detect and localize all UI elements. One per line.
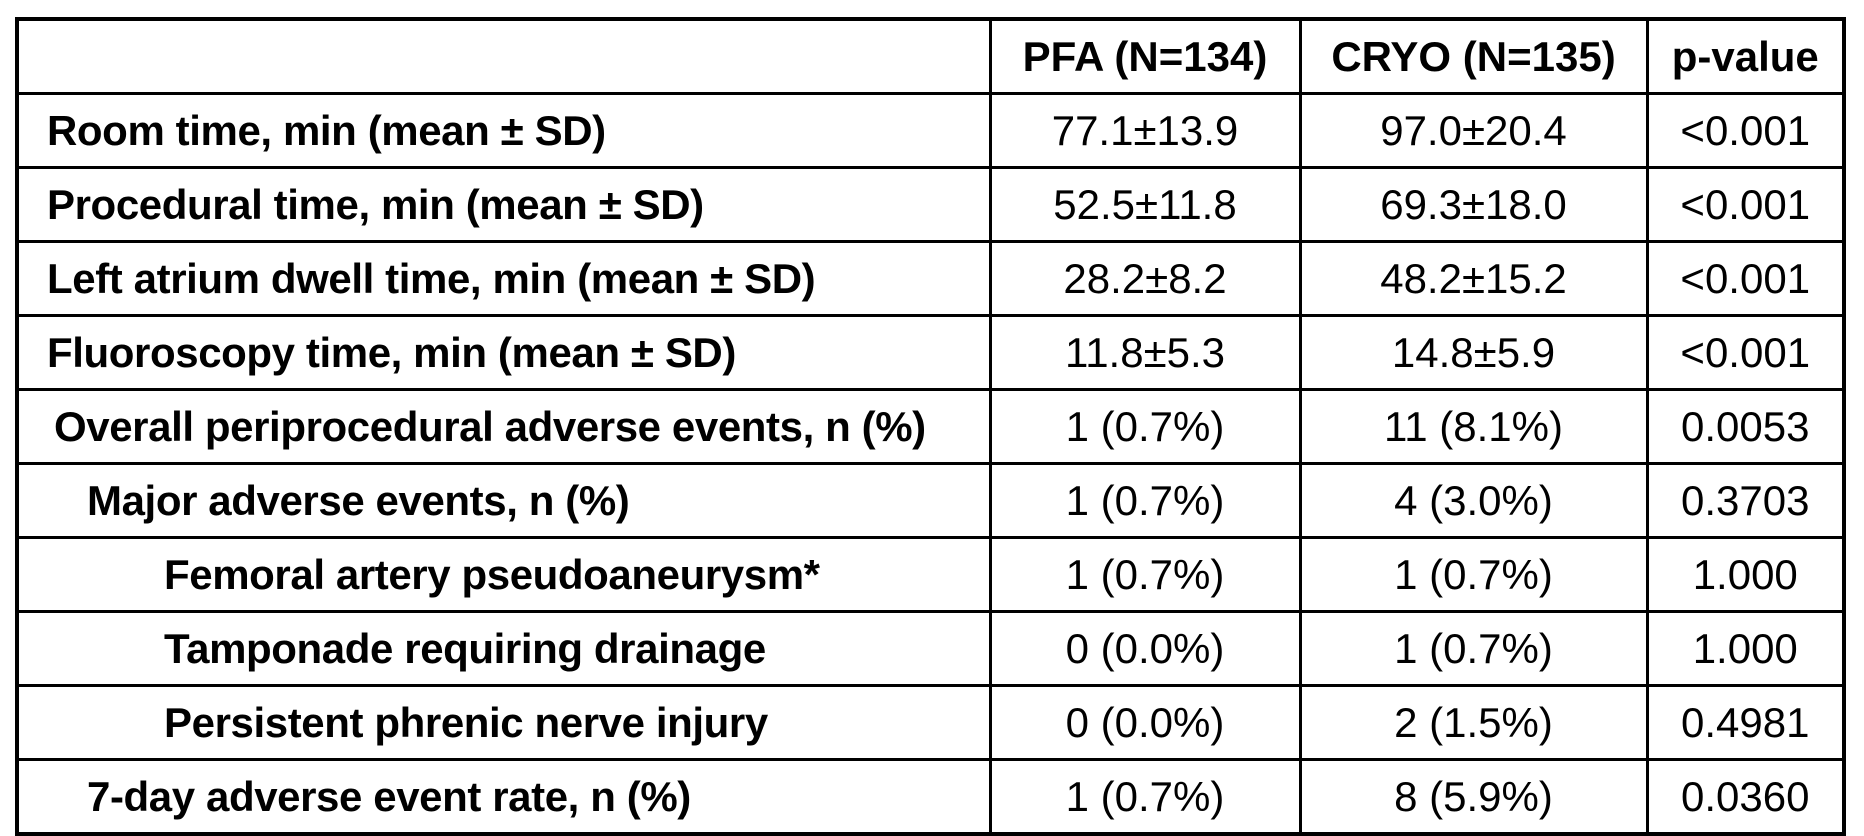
cryo-value-cell: 14.8±5.9 bbox=[1298, 314, 1649, 391]
table-row-phrenic-nerve-injury: Persistent phrenic nerve injury 0 (0.0%)… bbox=[15, 684, 1846, 761]
p-value-cell: 1.000 bbox=[1645, 536, 1846, 613]
cryo-value-cell: 69.3±18.0 bbox=[1298, 166, 1649, 243]
procedural-outcomes-table: PFA (N=134) CRYO (N=135) p-value Room ti… bbox=[15, 17, 1846, 836]
row-label: Room time, min (mean ± SD) bbox=[15, 92, 992, 169]
pfa-value-cell: 77.1±13.9 bbox=[988, 92, 1302, 169]
row-label: Left atrium dwell time, min (mean ± SD) bbox=[15, 240, 992, 317]
pfa-value-cell: 52.5±11.8 bbox=[988, 166, 1302, 243]
pfa-value-cell: 1 (0.7%) bbox=[988, 758, 1302, 836]
p-value-cell: <0.001 bbox=[1645, 314, 1846, 391]
p-value-cell: <0.001 bbox=[1645, 92, 1846, 169]
table-row-fluoroscopy-time: Fluoroscopy time, min (mean ± SD) 11.8±5… bbox=[15, 314, 1846, 391]
row-label: Fluoroscopy time, min (mean ± SD) bbox=[15, 314, 992, 391]
p-value-cell: <0.001 bbox=[1645, 240, 1846, 317]
table-row-7day-adverse-event-rate: 7-day adverse event rate, n (%) 1 (0.7%)… bbox=[15, 758, 1846, 836]
cryo-value-cell: 1 (0.7%) bbox=[1298, 536, 1649, 613]
pfa-value-cell: 11.8±5.3 bbox=[988, 314, 1302, 391]
pfa-value-cell: 0 (0.0%) bbox=[988, 684, 1302, 761]
pfa-value-cell: 1 (0.7%) bbox=[988, 536, 1302, 613]
table-row-room-time: Room time, min (mean ± SD) 77.1±13.9 97.… bbox=[15, 92, 1846, 169]
header-row: PFA (N=134) CRYO (N=135) p-value bbox=[15, 17, 1846, 95]
table-row-femoral-pseudoaneurysm: Femoral artery pseudoaneurysm* 1 (0.7%) … bbox=[15, 536, 1846, 613]
pfa-value-cell: 1 (0.7%) bbox=[988, 462, 1302, 539]
pfa-value-cell: 1 (0.7%) bbox=[988, 388, 1302, 465]
row-label: Procedural time, min (mean ± SD) bbox=[15, 166, 992, 243]
p-value-cell: 0.0053 bbox=[1645, 388, 1846, 465]
p-value-cell: 0.4981 bbox=[1645, 684, 1846, 761]
column-header-empty bbox=[15, 17, 992, 95]
pfa-value-cell: 28.2±8.2 bbox=[988, 240, 1302, 317]
row-label: Major adverse events, n (%) bbox=[15, 462, 992, 539]
cryo-value-cell: 4 (3.0%) bbox=[1298, 462, 1649, 539]
cryo-value-cell: 11 (8.1%) bbox=[1298, 388, 1649, 465]
cryo-value-cell: 8 (5.9%) bbox=[1298, 758, 1649, 836]
column-header-cryo: CRYO (N=135) bbox=[1298, 17, 1649, 95]
row-label: 7-day adverse event rate, n (%) bbox=[15, 758, 992, 836]
cryo-value-cell: 48.2±15.2 bbox=[1298, 240, 1649, 317]
cryo-value-cell: 1 (0.7%) bbox=[1298, 610, 1649, 687]
table-row-la-dwell-time: Left atrium dwell time, min (mean ± SD) … bbox=[15, 240, 1846, 317]
row-label: Overall periprocedural adverse events, n… bbox=[15, 388, 992, 465]
column-header-pvalue: p-value bbox=[1645, 17, 1846, 95]
table-row-overall-adverse-events: Overall periprocedural adverse events, n… bbox=[15, 388, 1846, 465]
p-value-cell: 0.0360 bbox=[1645, 758, 1846, 836]
pfa-value-cell: 0 (0.0%) bbox=[988, 610, 1302, 687]
row-label: Femoral artery pseudoaneurysm* bbox=[15, 536, 992, 613]
column-header-pfa: PFA (N=134) bbox=[988, 17, 1302, 95]
row-label: Tamponade requiring drainage bbox=[15, 610, 992, 687]
cryo-value-cell: 97.0±20.4 bbox=[1298, 92, 1649, 169]
p-value-cell: 1.000 bbox=[1645, 610, 1846, 687]
table-row-major-adverse-events: Major adverse events, n (%) 1 (0.7%) 4 (… bbox=[15, 462, 1846, 539]
p-value-cell: 0.3703 bbox=[1645, 462, 1846, 539]
cryo-value-cell: 2 (1.5%) bbox=[1298, 684, 1649, 761]
row-label: Persistent phrenic nerve injury bbox=[15, 684, 992, 761]
p-value-cell: <0.001 bbox=[1645, 166, 1846, 243]
table-row-procedural-time: Procedural time, min (mean ± SD) 52.5±11… bbox=[15, 166, 1846, 243]
table-row-tamponade: Tamponade requiring drainage 0 (0.0%) 1 … bbox=[15, 610, 1846, 687]
